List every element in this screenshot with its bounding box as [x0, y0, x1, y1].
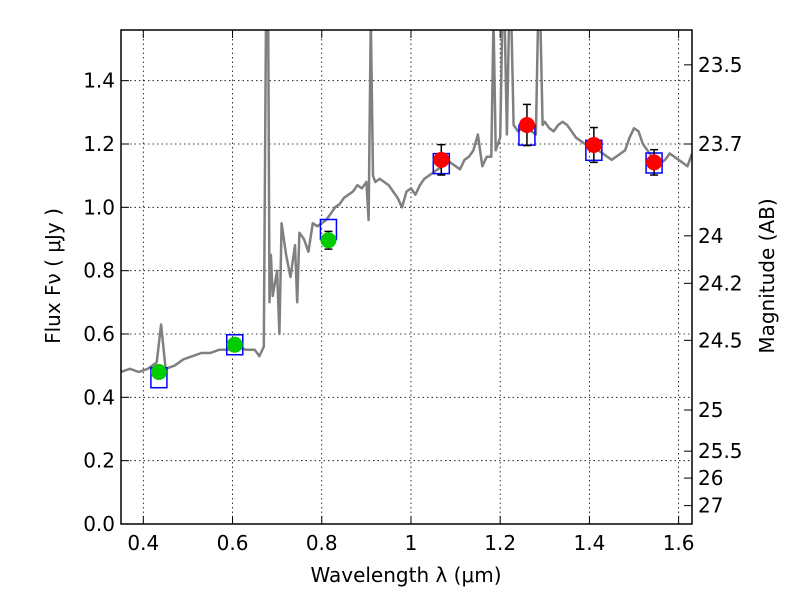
y2-tick-label: 24.2 [698, 271, 743, 295]
y-tick-label: 0.2 [83, 449, 115, 473]
model-spectrum-layer [121, 30, 692, 374]
x-tick-label: 1.6 [663, 531, 695, 555]
y-tick-label: 0.4 [83, 385, 115, 409]
y2-tick-label: 23.5 [698, 53, 743, 77]
y-tick-label: 1.2 [83, 132, 115, 156]
y2-tick-label: 26 [698, 466, 723, 490]
y-tick-label: 1.4 [83, 69, 115, 93]
y-tick-label: 0.0 [83, 512, 115, 536]
x-axis-label: Wavelength λ (μm) [310, 563, 501, 587]
y2-axis-label-text: Magnitude (AB) [755, 198, 779, 353]
y2-tick-label: 24 [698, 224, 723, 248]
y2-tick-label: 24.5 [698, 328, 743, 352]
model-spectrum-line [121, 30, 692, 374]
y-axis-label: Flux Fν ( μJy ) [41, 208, 65, 344]
nir-observed-point [518, 117, 535, 133]
plot-frame [120, 29, 693, 525]
x-tick-label: 1 [405, 531, 418, 555]
y2-tick-label: 25 [698, 398, 723, 422]
y2-tick-label: 27 [698, 494, 723, 518]
x-axis-label-text: Wavelength λ (μm) [310, 563, 501, 587]
nir-observed-point [585, 136, 602, 153]
y-axis-label-text: Flux Fν ( μJy ) [41, 208, 65, 344]
x-tick-label: 1.2 [484, 531, 516, 555]
y-tick-label: 0.6 [83, 322, 115, 346]
y2-tick-label: 23.7 [698, 132, 743, 156]
y2-tick-label: 25.5 [698, 439, 743, 463]
labels-layer: 0.4 0.6 0.8 1 1.2 1.4 1.6 0.0 0.2 0.4 0.6 0.8 1.0 1.2… [83, 53, 742, 555]
y-tick-label: 1.0 [83, 195, 115, 219]
x-tick-label: 0.6 [217, 531, 249, 555]
nir-observed-point [433, 151, 450, 168]
x-tick-label: 0.4 [127, 531, 159, 555]
grid-lines [121, 30, 692, 525]
ticks-layer [121, 30, 692, 525]
x-tick-label: 1.4 [573, 531, 605, 555]
optical-observed-point [226, 336, 243, 353]
y-tick-label: 0.8 [83, 259, 115, 283]
nir-observed-point [646, 154, 663, 171]
x-tick-label: 0.8 [306, 531, 338, 555]
y2-axis-label: Magnitude (AB) [755, 198, 779, 353]
optical-observed-point [320, 232, 337, 249]
data-markers-layer [150, 103, 663, 389]
optical-observed-point [150, 364, 167, 380]
